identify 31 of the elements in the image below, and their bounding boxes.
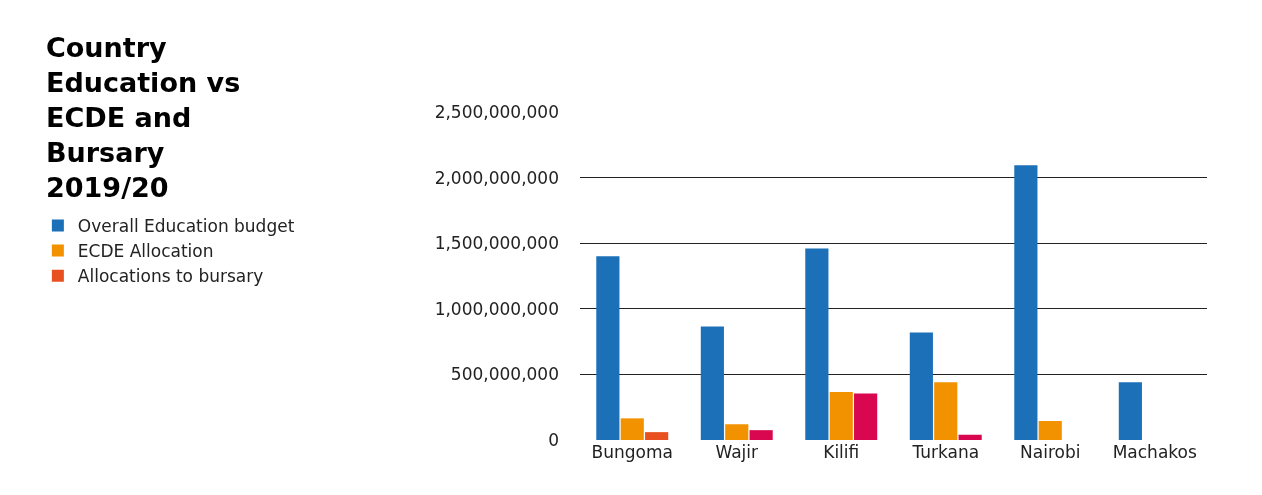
y-tick-label: 1,000,000,000 [434, 298, 559, 319]
x-tick-label: Wajir [715, 442, 759, 462]
bar [854, 393, 878, 440]
bar [700, 326, 724, 440]
bar [934, 382, 958, 440]
bar [1014, 165, 1038, 440]
bar [596, 256, 620, 440]
legend-label: Overall Education budget [77, 216, 295, 237]
x-tick-label: Turkana [911, 442, 980, 462]
y-tick-label: 0 [548, 429, 559, 450]
bar [749, 430, 773, 440]
legend-label: ECDE Allocation [77, 241, 214, 262]
bar [645, 432, 669, 440]
y-tick-label: 1,500,000,000 [434, 233, 559, 254]
x-tick-label: Bungoma [591, 442, 673, 462]
bar [958, 434, 982, 440]
bar [805, 248, 829, 440]
bar [909, 332, 933, 440]
x-tick-label: Kilifi [823, 442, 860, 462]
text: Country Education vs ECDE and Bursary 2019/20 [46, 32, 241, 204]
bar [620, 418, 644, 440]
bar [1038, 420, 1062, 440]
x-tick-label: Machakos [1112, 442, 1197, 462]
legend-label: Allocations to bursary [77, 266, 264, 287]
x-tick-label: Nairobi [1020, 442, 1081, 462]
y-tick-label: 2,500,000,000 [434, 101, 559, 122]
bar [1118, 382, 1142, 440]
bar [725, 424, 749, 440]
y-tick-label: 500,000,000 [450, 364, 559, 385]
y-tick-label: 2,000,000,000 [434, 167, 559, 188]
bar [829, 392, 853, 440]
